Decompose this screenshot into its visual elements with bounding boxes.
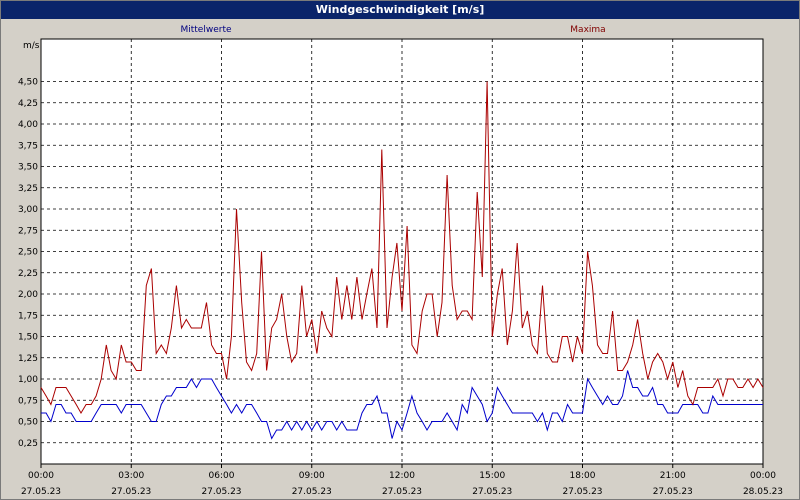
- y-tick-label: 3,50: [18, 163, 38, 173]
- x-tick-date: 27.05.23: [472, 487, 512, 497]
- y-tick-label: 0,75: [18, 396, 38, 406]
- x-tick-time: 00:00: [28, 471, 54, 481]
- x-tick-time: 15:00: [479, 471, 505, 481]
- y-tick-label: 3,25: [18, 184, 38, 194]
- x-tick-time: 09:00: [299, 471, 325, 481]
- x-tick-date: 27.05.23: [562, 487, 602, 497]
- x-tick-date: 27.05.23: [111, 487, 151, 497]
- chart-title: Windgeschwindigkeit [m/s]: [1, 1, 799, 19]
- x-tick-date: 27.05.23: [21, 487, 61, 497]
- x-tick-time: 12:00: [389, 471, 415, 481]
- y-tick-label: 3,75: [18, 141, 38, 151]
- y-tick-label: 0,25: [18, 439, 38, 449]
- x-tick-time: 18:00: [570, 471, 596, 481]
- legend-maxima: Maxima: [570, 25, 605, 35]
- x-tick-time: 06:00: [209, 471, 235, 481]
- x-tick-date: 27.05.23: [201, 487, 241, 497]
- x-tick-time: 21:00: [660, 471, 686, 481]
- y-tick-label: 2,00: [18, 290, 38, 300]
- legend-mittelwerte: Mittelwerte: [180, 25, 231, 35]
- y-tick-label: 3,00: [18, 205, 38, 215]
- x-tick-date: 28.05.23: [743, 487, 783, 497]
- x-tick-date: 27.05.23: [653, 487, 693, 497]
- y-tick-label: 1,25: [18, 354, 38, 364]
- x-tick-date: 27.05.23: [382, 487, 422, 497]
- y-tick-label: 2,50: [18, 248, 38, 258]
- y-tick-label: 2,75: [18, 226, 38, 236]
- y-tick-label: 1,00: [18, 375, 38, 385]
- y-tick-label: 4,00: [18, 120, 38, 130]
- y-tick-label: 4,50: [18, 78, 38, 88]
- x-tick-date: 27.05.23: [292, 487, 332, 497]
- chart: Mittelwerte Maxima m/s 0,25 0,50 0,75 1,00 1,25…: [18, 25, 783, 497]
- x-tick-time: 03:00: [118, 471, 144, 481]
- x-tick-time: 00:00: [750, 471, 776, 481]
- y-tick-label: 2,25: [18, 269, 38, 279]
- y-tick-label: 1,50: [18, 333, 38, 343]
- y-axis-label: m/s: [23, 41, 40, 51]
- series-line-maxima: [40, 81, 764, 414]
- y-tick-label: 4,25: [18, 99, 38, 109]
- series-line-mittelwerte: [41, 370, 763, 440]
- y-tick-label: 1,75: [18, 311, 38, 321]
- y-tick-label: 0,50: [18, 418, 38, 428]
